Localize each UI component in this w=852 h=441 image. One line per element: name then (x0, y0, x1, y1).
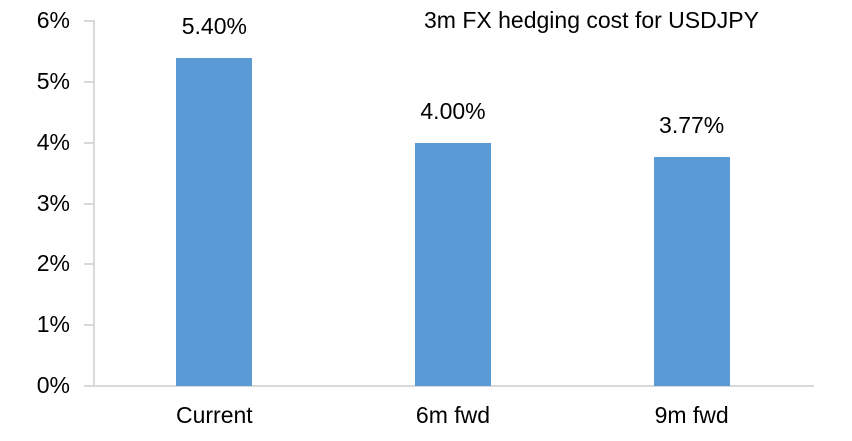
y-axis-tick-mark (84, 80, 93, 83)
y-axis-tick-label: 5% (36, 67, 70, 94)
y-axis-tick-label: 4% (36, 128, 70, 155)
x-axis-category-label-current: Current (175, 402, 253, 428)
y-axis-line (93, 20, 95, 387)
y-axis-tick-mark (84, 141, 93, 144)
y-axis-tick-label: 2% (36, 250, 70, 277)
y-axis-tick-label: 3% (36, 189, 70, 216)
y-axis-tick-mark (84, 263, 93, 266)
x-axis-category-label-9m-fwd: 9m fwd (654, 402, 729, 428)
bar-value-label-current: 5.40% (181, 12, 247, 39)
y-axis-tick-label: 1% (36, 311, 70, 338)
y-axis-tick-mark (84, 20, 93, 22)
y-axis-tick-mark (84, 202, 93, 205)
bar-current (176, 57, 253, 386)
bar-value-label-9m-fwd: 3.77% (659, 111, 725, 138)
bar-9m-fwd (653, 156, 730, 386)
y-axis-tick-mark (84, 324, 93, 327)
x-axis-line (84, 385, 814, 387)
bar-6m-fwd (415, 142, 491, 386)
y-axis-tick-label: 6% (36, 7, 70, 33)
bar-value-label-6m-fwd: 4.00% (420, 97, 486, 124)
y-axis-tick-label: 0% (36, 372, 70, 398)
chart-title: 3m FX hedging cost for USDJPY (424, 7, 759, 33)
x-axis-category-label-6m-fwd: 6m fwd (415, 402, 491, 428)
